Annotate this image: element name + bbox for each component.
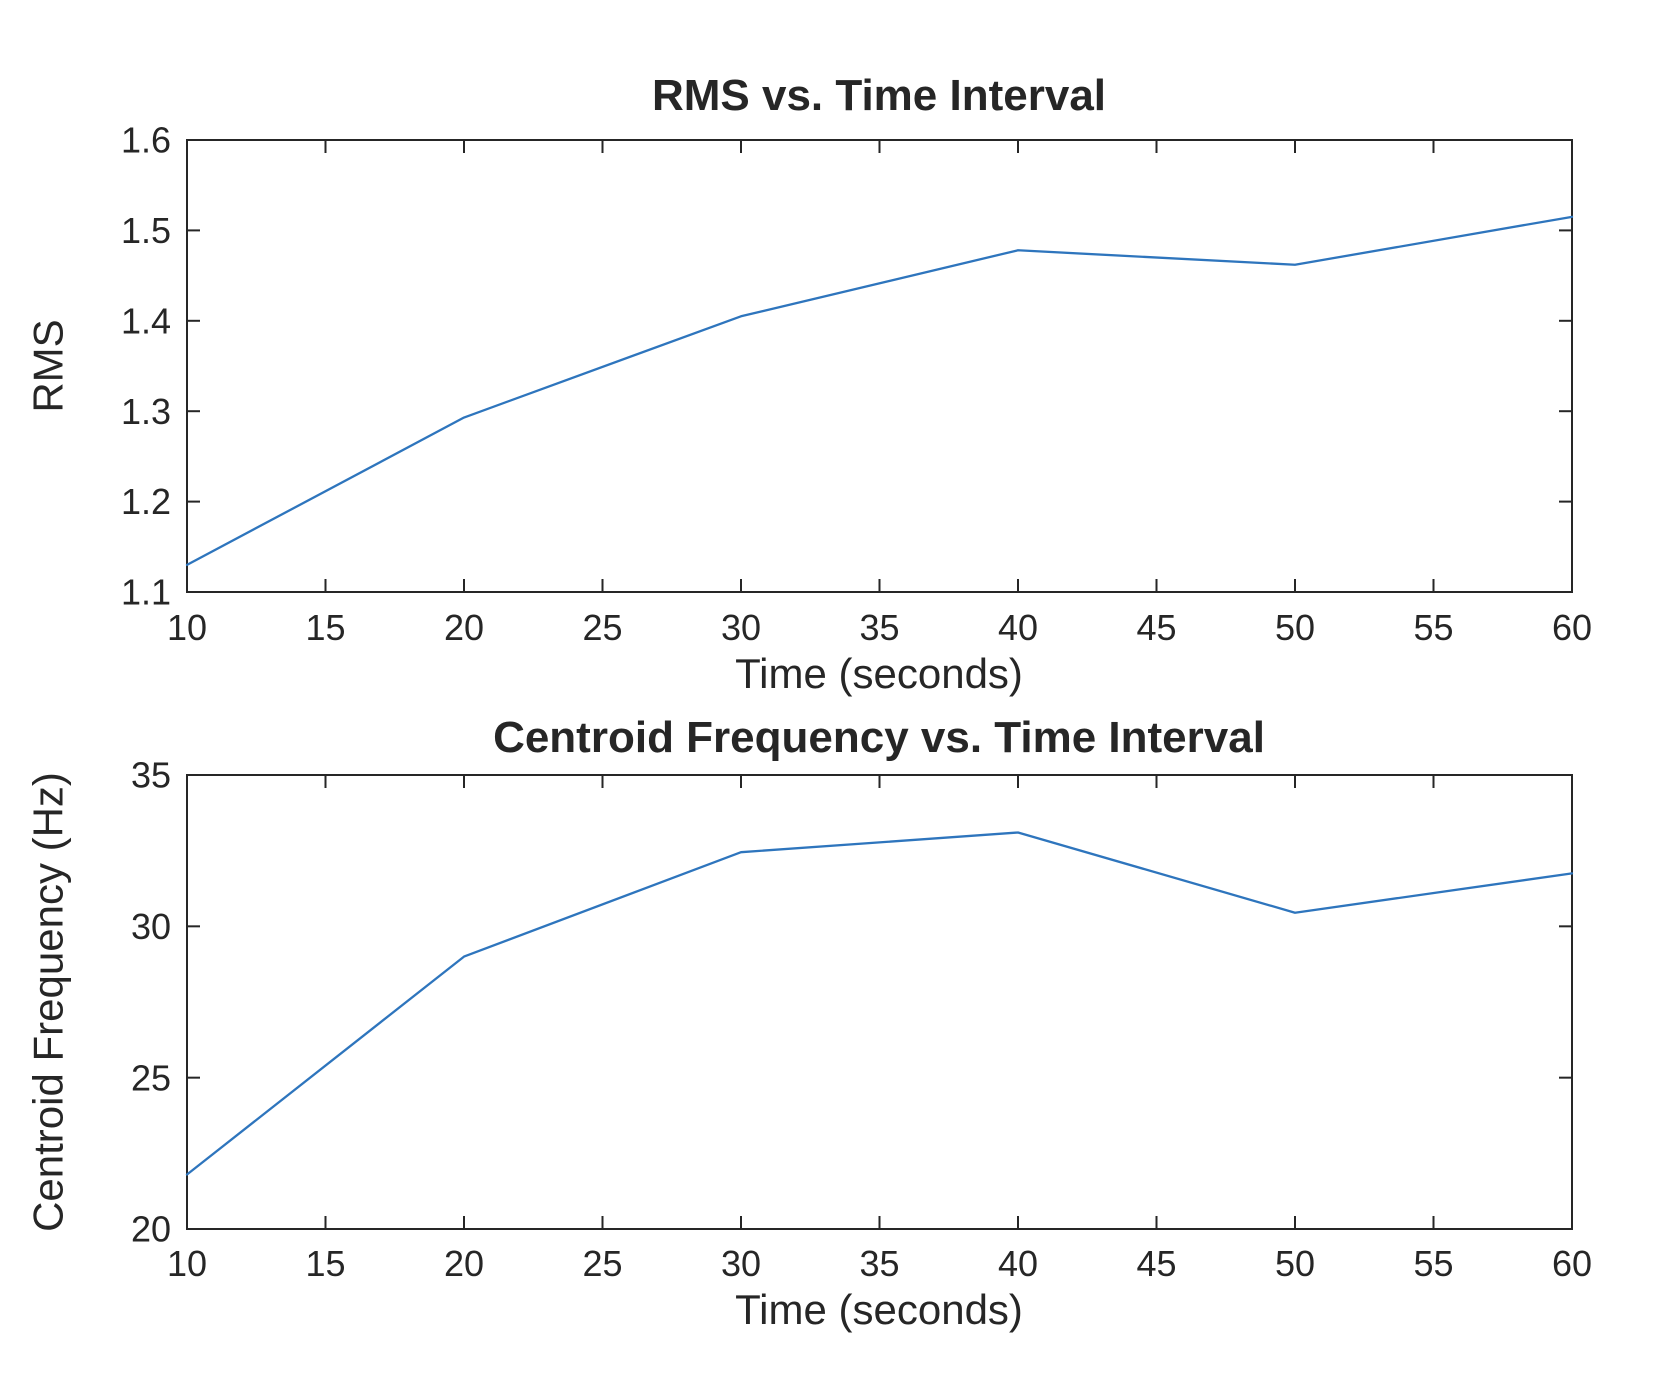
rms-chart: 10 15 20 25 30 35 40 45 50 55 60 1.1 1.2 1.3 1.4 1.5 1.6: [121, 120, 1592, 648]
data-line: [185, 215, 1574, 567]
y-tick-label: 1.4: [121, 300, 171, 341]
x-tick-label: 55: [1413, 607, 1453, 648]
y-tick-label: 35: [131, 755, 171, 796]
rms-x-axis-label: Time (seconds): [735, 650, 1023, 697]
rms-y-axis-label: RMS: [25, 319, 72, 412]
x-tick-label: 15: [305, 607, 345, 648]
y-tick-label: 25: [131, 1057, 171, 1098]
y-tick-label: 30: [131, 906, 171, 947]
x-tick-label: 35: [859, 1243, 899, 1284]
data-line: [185, 831, 1574, 1176]
x-tick-label: 30: [721, 607, 761, 648]
x-tick-label: 40: [998, 607, 1038, 648]
rms-chart-title: RMS vs. Time Interval: [652, 71, 1106, 120]
x-tick-label: 40: [998, 1243, 1038, 1284]
x-tick-label: 60: [1552, 1243, 1592, 1284]
centroid-chart-title: Centroid Frequency vs. Time Interval: [493, 713, 1265, 762]
centroid-x-axis-label: Time (seconds): [735, 1286, 1023, 1333]
y-tick-label: 1.6: [121, 120, 171, 161]
x-tick-label: 25: [582, 607, 622, 648]
x-tick-label: 50: [1275, 607, 1315, 648]
x-tick-label: 20: [444, 607, 484, 648]
y-tick-label: 1.2: [121, 481, 171, 522]
x-tick-label: 15: [305, 1243, 345, 1284]
y-tick-label: 1.5: [121, 210, 171, 251]
y-tick-label: 1.3: [121, 391, 171, 432]
centroid-frequency-chart: 10 15 20 25 30 35 40 45 50 55 60 20 25 30 35: [131, 755, 1592, 1284]
y-tick-label: 1.1: [121, 572, 171, 613]
y-tick-label: 20: [131, 1209, 171, 1250]
x-tick-label: 55: [1413, 1243, 1453, 1284]
x-tick-label: 45: [1136, 607, 1176, 648]
plot-box: [186, 139, 1573, 593]
x-tick-label: 60: [1552, 607, 1592, 648]
x-tick-label: 25: [582, 1243, 622, 1284]
x-tick-label: 20: [444, 1243, 484, 1284]
x-tick-label: 45: [1136, 1243, 1176, 1284]
centroid-y-axis-label: Centroid Frequency (Hz): [25, 772, 72, 1232]
x-tick-label: 50: [1275, 1243, 1315, 1284]
x-tick-label: 30: [721, 1243, 761, 1284]
x-tick-label: 35: [859, 607, 899, 648]
x-tick-label: 10: [167, 607, 207, 648]
x-tick-label: 10: [167, 1243, 207, 1284]
